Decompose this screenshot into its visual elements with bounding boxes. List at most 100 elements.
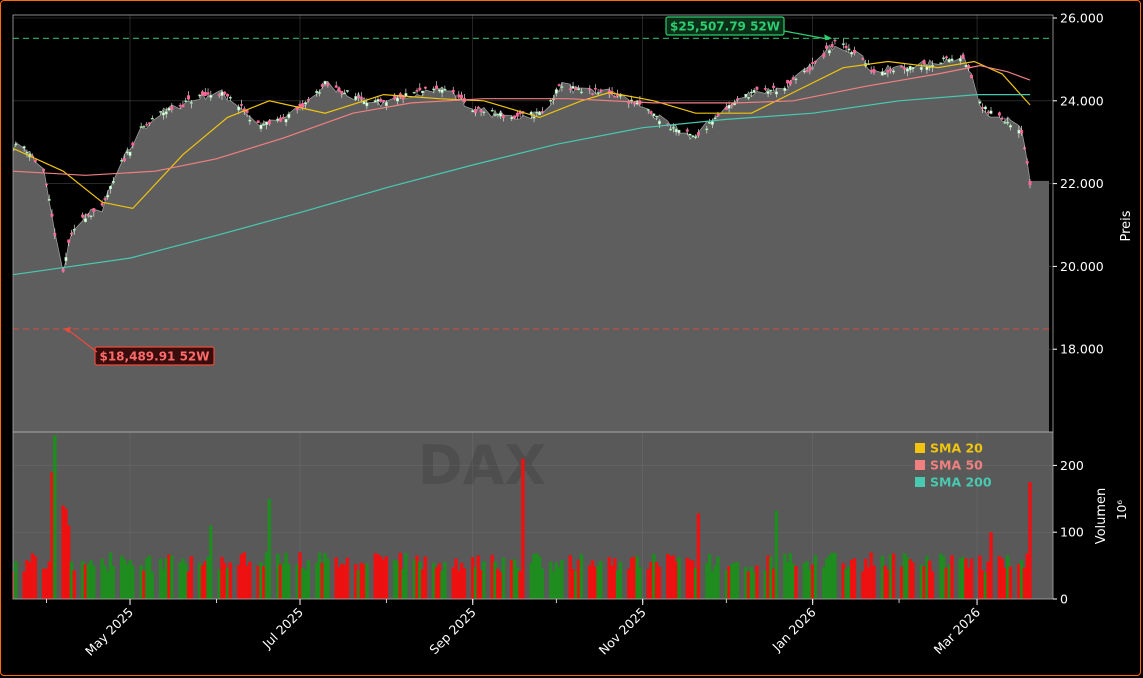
- candle-body: [630, 99, 634, 102]
- volume-bar: [393, 559, 397, 599]
- sma-line: [13, 94, 1030, 276]
- candle-body: [365, 102, 369, 107]
- candle-body: [958, 58, 962, 62]
- candle-body: [515, 112, 519, 117]
- volume-bar: [969, 558, 974, 599]
- candle-body: [265, 121, 269, 126]
- candle-body: [783, 87, 787, 91]
- volume-bar: [783, 553, 787, 599]
- volume-bar: [108, 552, 113, 599]
- candle-body: [986, 111, 990, 114]
- volume-bar: [443, 562, 447, 599]
- candle-body: [120, 160, 124, 162]
- candle-body: [226, 93, 229, 97]
- volume-panel-border: [12, 431, 1054, 600]
- volume-bar: [100, 558, 104, 599]
- volume-bar: [983, 572, 988, 599]
- volume-bar: [791, 563, 795, 599]
- volume-bar: [217, 569, 221, 599]
- candle-body: [142, 126, 146, 128]
- candle-body: [44, 183, 48, 186]
- candle-body: [1022, 147, 1026, 150]
- volume-bar: [142, 570, 146, 599]
- candle-body: [883, 72, 887, 75]
- volume-bar: [827, 555, 832, 599]
- candle-body: [713, 117, 717, 119]
- candle-body: [396, 97, 399, 102]
- volume-bar: [693, 568, 698, 599]
- volume-bar: [967, 567, 971, 599]
- volume-bar: [1022, 567, 1027, 599]
- candle-body: [128, 151, 132, 156]
- volume-bar: [295, 564, 299, 599]
- volume-bar: [267, 498, 272, 599]
- volume-bar: [181, 558, 185, 599]
- candle-body: [189, 102, 193, 104]
- candle-body: [889, 69, 893, 72]
- volume-bar: [671, 555, 676, 599]
- volume-bar: [203, 561, 207, 599]
- volume-bar: [930, 571, 935, 599]
- volume-bar: [164, 557, 168, 599]
- candle-body: [908, 66, 912, 71]
- volume-bar: [490, 554, 494, 599]
- candle-body: [535, 111, 539, 114]
- candle-body: [766, 91, 770, 94]
- volume-bar: [1003, 567, 1007, 599]
- candle-body: [591, 93, 595, 95]
- volume-bar: [705, 563, 709, 599]
- candle-body: [872, 69, 876, 73]
- candle-body: [961, 54, 965, 59]
- candle-body: [1025, 160, 1029, 164]
- volume-bar: [359, 562, 363, 599]
- volume-bar: [691, 560, 695, 599]
- volume-bar: [158, 558, 163, 599]
- candle-body: [287, 113, 291, 118]
- volume-bar: [997, 555, 1002, 599]
- candle-body: [496, 113, 500, 116]
- candle-body: [103, 198, 107, 200]
- volume-bar: [206, 557, 210, 599]
- candle-body: [281, 116, 285, 119]
- volume-bar: [462, 568, 467, 599]
- candle-body: [162, 112, 165, 116]
- low-annotation-arrow: [67, 329, 98, 353]
- candle-body: [359, 96, 363, 100]
- candle-body: [125, 151, 129, 154]
- candle-body: [970, 74, 973, 79]
- volume-bar: [980, 570, 985, 599]
- candle-body: [811, 62, 815, 64]
- x-tick-label: Jul 2025: [259, 605, 306, 652]
- candle-body: [749, 91, 753, 94]
- volume-bar: [225, 568, 230, 599]
- candle-body: [384, 102, 388, 107]
- volume-tick-label: 200: [1060, 458, 1084, 473]
- volume-bar: [381, 559, 386, 599]
- price-tick-label: 22.000: [1060, 176, 1104, 191]
- volume-bar: [515, 567, 520, 599]
- candle-body: [262, 124, 266, 126]
- volume-bar: [401, 569, 405, 599]
- volume-bar: [510, 560, 514, 599]
- candle-body: [880, 71, 884, 76]
- volume-bar: [518, 571, 522, 599]
- volume-bar: [259, 561, 263, 599]
- candle-body: [457, 94, 461, 98]
- candle-body: [279, 117, 282, 122]
- candle-body: [145, 123, 149, 126]
- volume-bar: [298, 552, 302, 599]
- volume-bar: [872, 565, 876, 599]
- volume-bar: [170, 555, 174, 599]
- volume-tick-label: 100: [1060, 525, 1084, 540]
- legend-label: SMA 200: [930, 475, 992, 490]
- volume-bar: [613, 558, 617, 599]
- volume-bar: [978, 555, 982, 599]
- candle-body: [599, 89, 603, 92]
- volume-bar: [479, 570, 483, 599]
- volume-bar: [86, 564, 90, 599]
- high-annotation-box: [665, 16, 785, 36]
- volume-bar: [535, 553, 539, 599]
- candle-body: [577, 88, 581, 91]
- volume-bar: [440, 570, 444, 599]
